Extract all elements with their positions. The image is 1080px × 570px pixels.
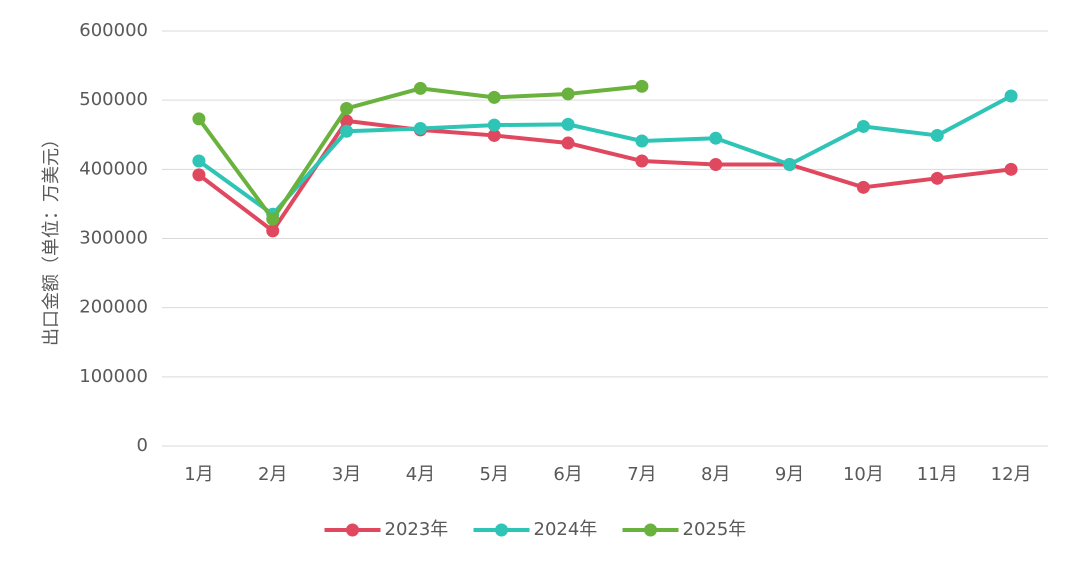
- series-marker: [487, 90, 501, 104]
- y-tick-label: 100000: [79, 366, 148, 387]
- series-marker: [635, 154, 649, 168]
- series-marker: [340, 101, 354, 115]
- y-tick-label: 200000: [79, 297, 148, 318]
- series-marker: [930, 171, 944, 185]
- series-marker: [340, 124, 354, 138]
- x-tick-label: 5月: [480, 464, 509, 485]
- y-tick-label: 0: [137, 435, 148, 456]
- series-marker: [930, 128, 944, 142]
- x-tick-label: 1月: [184, 464, 213, 485]
- series-marker: [487, 118, 501, 132]
- x-tick-label: 8月: [701, 464, 730, 485]
- legend-marker: [495, 523, 508, 537]
- x-tick-label: 11月: [917, 464, 958, 485]
- x-tick-label: 9月: [775, 464, 804, 485]
- y-tick-label: 400000: [79, 158, 148, 179]
- y-tick-label: 600000: [79, 20, 148, 41]
- series-marker: [192, 168, 206, 182]
- series-marker: [413, 122, 427, 136]
- series-marker: [192, 154, 206, 168]
- series-marker: [783, 157, 797, 171]
- y-axis-title: 出口金额（单位：万美元）: [41, 130, 62, 346]
- series-marker: [709, 157, 723, 171]
- series-marker: [266, 212, 280, 226]
- series-marker: [561, 87, 575, 101]
- series-marker: [1004, 162, 1018, 176]
- x-tick-label: 3月: [332, 464, 361, 485]
- legend-marker: [346, 523, 359, 537]
- x-tick-label: 4月: [406, 464, 435, 485]
- series-marker: [266, 224, 280, 238]
- series-marker: [487, 128, 501, 142]
- series-marker: [561, 136, 575, 150]
- legend-label: 2024年: [534, 519, 598, 540]
- legend-marker: [644, 523, 657, 537]
- x-tick-label: 10月: [843, 464, 884, 485]
- x-tick-label: 6月: [553, 464, 582, 485]
- series-marker: [709, 131, 723, 145]
- series-marker: [635, 79, 649, 93]
- series-line: [197, 94, 1013, 217]
- series-marker: [1004, 89, 1018, 103]
- series-marker: [561, 117, 575, 131]
- series-marker: [413, 81, 427, 95]
- series-line: [197, 118, 1012, 233]
- series-marker: [856, 119, 870, 133]
- y-tick-label: 300000: [79, 228, 148, 249]
- series-marker: [192, 112, 206, 126]
- series-marker: [340, 114, 354, 128]
- legend-label: 2023年: [385, 519, 449, 540]
- legend-label: 2025年: [683, 519, 747, 540]
- x-tick-label: 7月: [627, 464, 656, 485]
- x-tick-label: 2月: [258, 464, 287, 485]
- series-marker: [635, 134, 649, 148]
- y-tick-label: 500000: [79, 89, 148, 110]
- x-tick-label: 12月: [991, 464, 1032, 485]
- series-marker: [856, 180, 870, 194]
- series-line: [197, 84, 643, 222]
